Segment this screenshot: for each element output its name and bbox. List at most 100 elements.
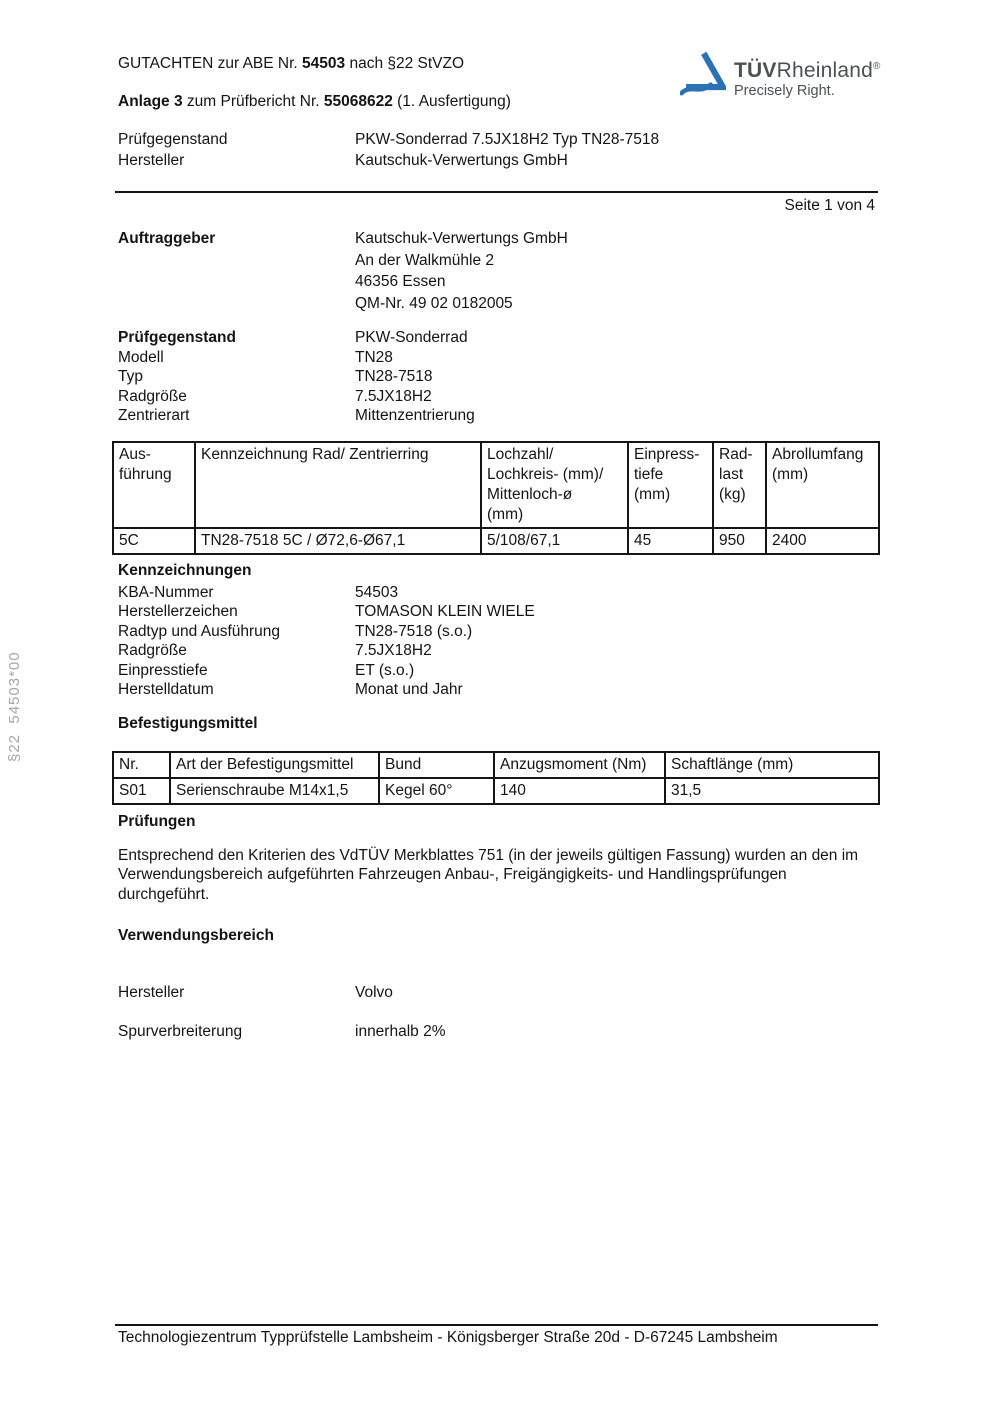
client-line: QM-Nr. 49 02 0182005	[355, 294, 513, 312]
test-object-heading-value: PKW-Sonderrad	[355, 329, 468, 346]
document-title: GUTACHTEN zur ABE Nr. 54503 nach §22 StV…	[118, 54, 464, 74]
row-value: TN28	[355, 348, 393, 366]
markings-row: Herstellerzeichen TOMASON KLEIN WIELE	[118, 602, 878, 622]
markings-row: Herstelldatum Monat und Jahr	[118, 680, 878, 700]
logo-tagline: Precisely Right.	[734, 83, 835, 99]
registered-mark: ®	[872, 61, 881, 72]
fasteners-table: Nr. Art der Befestigungsmittel Bund Anzu…	[112, 751, 880, 805]
row-value: TN28-7518	[355, 368, 433, 385]
subject-label: Prüfgegenstand	[118, 131, 228, 148]
client-label: Auftraggeber	[118, 230, 216, 247]
pruefbericht-number: 55068622	[323, 93, 393, 110]
page-indicator: Seite 1 von 4	[784, 197, 875, 214]
row-value: ET (s.o.)	[355, 661, 415, 679]
footer-address: Technologiezentrum Typprüfstelle Lambshe…	[118, 1329, 778, 1346]
row-label: Herstellerzeichen	[118, 603, 238, 620]
col-header: Kennzeichnung Rad/ Zentrierring	[194, 441, 482, 529]
subject-value: Kautschuk-Verwertungs GmbH	[355, 151, 568, 169]
test-object-row: Typ TN28-7518	[118, 367, 878, 387]
fasteners-heading: Befestigungsmittel	[118, 715, 258, 732]
cell: 5/108/67,1	[480, 527, 629, 555]
markings-row: KBA-Nummer 54503	[118, 583, 878, 603]
cell: 45	[627, 527, 714, 555]
title-post: nach §22 StVZO	[345, 55, 465, 72]
row-value: Monat und Jahr	[355, 681, 463, 698]
row-label: Typ	[118, 368, 143, 385]
markings-row: Einpresstiefe ET (s.o.)	[118, 661, 878, 681]
col-header: Einpress- tiefe (mm)	[627, 441, 714, 529]
application-section: Verwendungsbereich Hersteller Volvo Spur…	[118, 926, 878, 1042]
test-object-row: Radgröße 7.5JX18H2	[118, 387, 878, 407]
cell: 5C	[112, 527, 196, 555]
tests-paragraph: Entsprechend den Kriterien des VdTÜV Mer…	[118, 847, 859, 903]
col-header: Aus- führung	[112, 441, 196, 529]
application-row: Spurverbreiterung innerhalb 2%	[118, 1022, 878, 1042]
wheel-table-data-row: 5C TN28-7518 5C / Ø72,6-Ø67,1 5/108/67,1…	[112, 527, 880, 555]
cell: 2400	[765, 527, 880, 555]
header-divider	[115, 191, 878, 193]
row-value: Mittenzentrierung	[355, 407, 475, 424]
row-value: 7.5JX18H2	[355, 387, 432, 405]
fasteners-data-row: S01 Serienschraube M14x1,5 Kegel 60° 140…	[112, 777, 880, 805]
row-value: 7.5JX18H2	[355, 642, 432, 659]
row-label: KBA-Nummer	[118, 583, 214, 601]
wheel-table-header-row: Aus- führung Kennzeichnung Rad/ Zentrier…	[112, 441, 880, 529]
fasteners-header-row: Nr. Art der Befestigungsmittel Bund Anzu…	[112, 751, 880, 779]
client-line: An der Walkmühle 2	[355, 251, 494, 269]
footer-divider	[115, 1324, 878, 1326]
row-value: TOMASON KLEIN WIELE	[355, 603, 535, 620]
row-label: Einpresstiefe	[118, 661, 208, 679]
cell: Kegel 60°	[378, 777, 495, 805]
row-label: Herstelldatum	[118, 681, 214, 698]
client-line: Kautschuk-Verwertungs GmbH	[355, 230, 568, 247]
col-header: Abrollumfang (mm)	[765, 441, 880, 529]
tests-heading: Prüfungen	[118, 813, 196, 830]
test-object-row: Zentrierart Mittenzentrierung	[118, 406, 878, 426]
client-line: 46356 Essen	[355, 273, 446, 290]
cell: 950	[712, 527, 767, 555]
markings-heading: Kennzeichnungen	[118, 562, 252, 579]
subject-row: Hersteller Kautschuk-Verwertungs GmbH	[118, 151, 878, 171]
col-header: Rad- last (kg)	[712, 441, 767, 529]
row-label: Radtyp und Ausführung	[118, 622, 281, 640]
row-label: Hersteller	[118, 984, 185, 1001]
col-header: Art der Befestigungsmittel	[169, 751, 380, 779]
markings-row: Radtyp und Ausführung TN28-7518 (s.o.)	[118, 622, 878, 642]
test-object-section: Prüfgegenstand PKW-Sonderrad Modell TN28…	[118, 328, 878, 426]
row-label: Radgröße	[118, 642, 187, 659]
title-pre: GUTACHTEN zur ABE Nr.	[118, 55, 303, 72]
cell: Serienschraube M14x1,5	[169, 777, 380, 805]
col-header: Nr.	[112, 751, 171, 779]
subject-value: PKW-Sonderrad 7.5JX18H2 Typ TN28-7518	[355, 131, 660, 148]
cell: 31,5	[664, 777, 880, 805]
cell: 140	[493, 777, 666, 805]
anlage-label: Anlage 3	[118, 93, 183, 110]
col-header: Lochzahl/ Lochkreis- (mm)/ Mittenloch-ø …	[480, 441, 629, 529]
anlage-mid: zum Prüfbericht Nr.	[182, 93, 324, 110]
margin-note-vertical: §22 54503*00	[6, 651, 23, 762]
row-label: Spurverbreiterung	[118, 1023, 243, 1040]
subject-row: Prüfgegenstand PKW-Sonderrad 7.5JX18H2 T…	[118, 130, 878, 150]
row-value: Volvo	[355, 984, 393, 1001]
cell: S01	[112, 777, 171, 805]
col-header: Schaftlänge (mm)	[664, 751, 880, 779]
row-label: Radgröße	[118, 387, 187, 405]
logo-brand: TÜVRheinland®	[734, 56, 881, 82]
logo-brand-rheinland: Rheinland	[776, 59, 873, 82]
row-value: 54503	[355, 583, 399, 601]
markings-row: Radgröße 7.5JX18H2	[118, 641, 878, 661]
test-object-row: Modell TN28	[118, 348, 878, 368]
cell: TN28-7518 5C / Ø72,6-Ø67,1	[194, 527, 482, 555]
application-row: Hersteller Volvo	[118, 983, 878, 1003]
anlage-post: (1. Ausfertigung)	[392, 93, 511, 110]
test-object-heading: Prüfgegenstand	[118, 329, 236, 346]
subject-label: Hersteller	[118, 151, 185, 169]
logo-text-block: TÜVRheinland® Precisely Right.	[734, 48, 881, 100]
row-label: Zentrierart	[118, 407, 190, 424]
client-address: Kautschuk-Verwertungs GmbH An der Walkmü…	[355, 228, 878, 314]
markings-section: Kennzeichnungen KBA-Nummer 54503 Herstel…	[118, 561, 878, 700]
tuv-rheinland-logo: TÜVRheinland® Precisely Right.	[680, 48, 881, 100]
client-section: Auftraggeber Kautschuk-Verwertungs GmbH …	[118, 228, 878, 314]
tuv-triangle-icon	[680, 51, 726, 96]
